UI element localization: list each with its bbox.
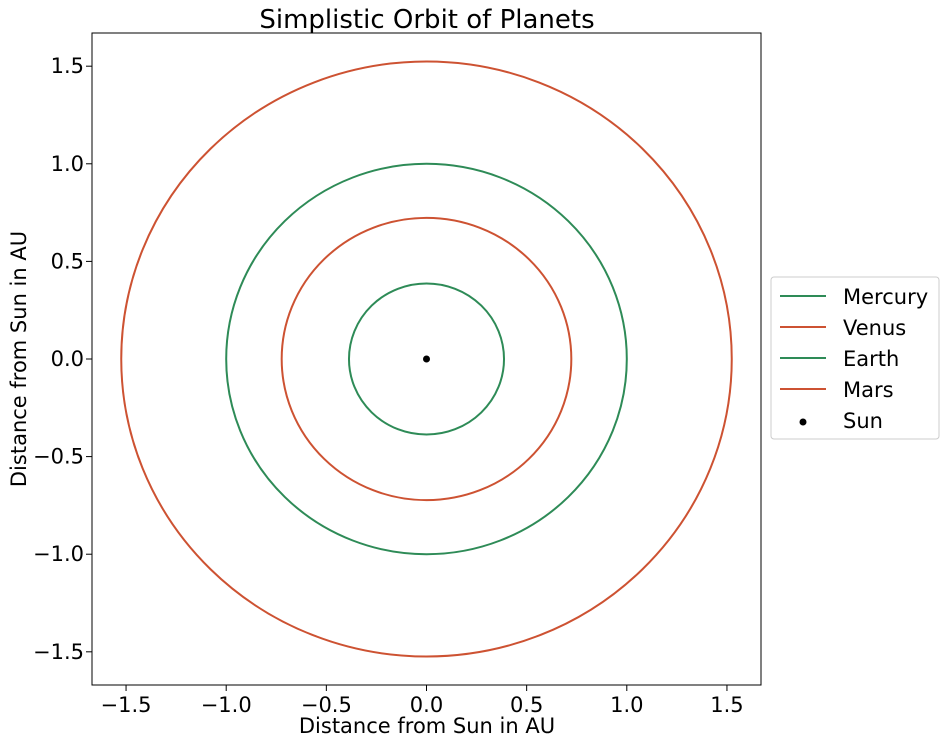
legend-frame bbox=[770, 276, 940, 440]
x-tick-label: −1.0 bbox=[201, 693, 252, 717]
x-tick-label: 0.5 bbox=[510, 693, 543, 717]
orbit-mercury bbox=[347, 282, 506, 436]
y-tick-label: 0.0 bbox=[51, 347, 84, 371]
x-tick-label: 1.5 bbox=[710, 693, 743, 717]
y-tick-label: −1.5 bbox=[33, 640, 84, 664]
legend-label-mercury: Mercury bbox=[843, 285, 928, 309]
y-tick-label: 1.0 bbox=[51, 152, 84, 176]
x-axis-label: Distance from Sun in AU bbox=[299, 714, 555, 738]
chart-title: Simplistic Orbit of Planets bbox=[259, 5, 594, 35]
y-tick-label: −0.5 bbox=[33, 445, 84, 469]
x-tick-label: 0.0 bbox=[410, 693, 443, 717]
orbit-earth bbox=[225, 162, 628, 556]
x-tick-label: 1.0 bbox=[610, 693, 643, 717]
x-tick-label: −0.5 bbox=[301, 693, 352, 717]
orbit-lines bbox=[120, 60, 733, 658]
x-axis-ticks: −1.5 −1.0 −0.5 0.0 0.5 1.0 1.5 bbox=[101, 685, 744, 717]
legend-label-sun: Sun bbox=[843, 409, 883, 433]
y-tick-label: 0.5 bbox=[51, 249, 84, 273]
legend-label-venus: Venus bbox=[843, 316, 906, 340]
y-tick-label: −1.0 bbox=[33, 542, 84, 566]
sun-point bbox=[423, 355, 430, 363]
legend: Mercury Venus Earth Mars Sun bbox=[770, 276, 940, 440]
orbit-mars bbox=[120, 60, 733, 658]
y-axis-ticks: −1.5 −1.0 −0.5 0.0 0.5 1.0 1.5 bbox=[33, 54, 92, 664]
y-axis-label: Distance from Sun in AU bbox=[7, 231, 31, 487]
sun-marker-layer bbox=[423, 355, 430, 363]
x-tick-label: −1.5 bbox=[101, 693, 152, 717]
orbit-venus bbox=[280, 216, 573, 502]
legend-label-earth: Earth bbox=[843, 347, 899, 371]
y-tick-label: 1.5 bbox=[51, 54, 84, 78]
legend-swatch-sun bbox=[799, 418, 807, 426]
legend-label-mars: Mars bbox=[843, 378, 894, 402]
